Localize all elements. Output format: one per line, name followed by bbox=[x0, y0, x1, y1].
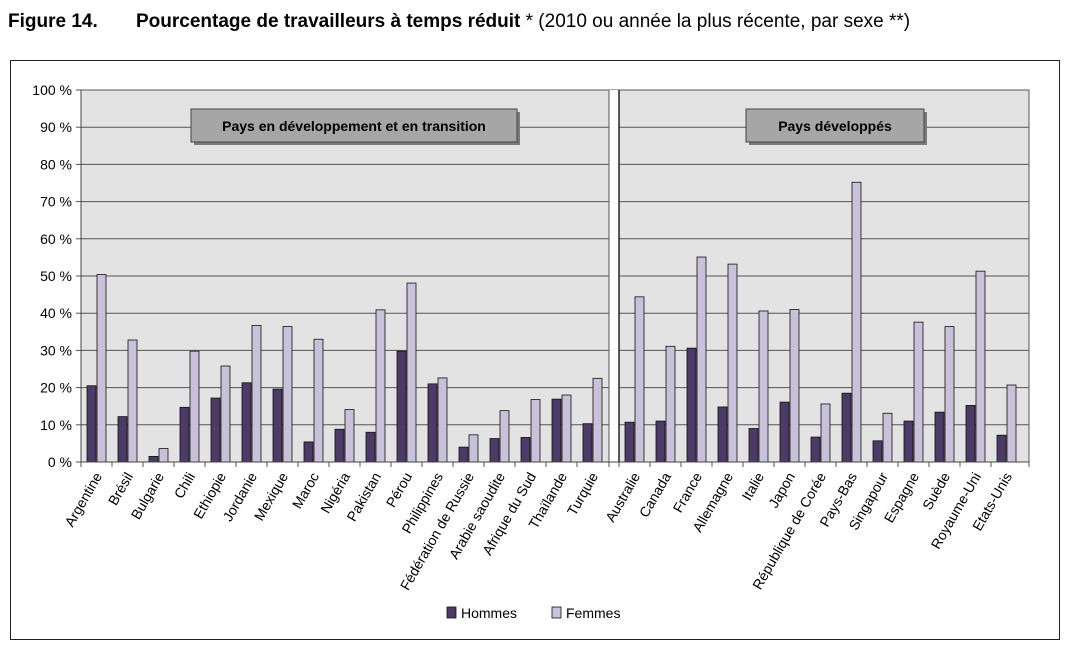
bar-hommes bbox=[996, 434, 1007, 463]
bar-femmes bbox=[696, 256, 707, 463]
bar-femmes bbox=[158, 448, 169, 463]
x-category-label: Japon bbox=[765, 470, 798, 511]
y-tick-label: 0 % bbox=[48, 454, 72, 470]
bar-hommes bbox=[148, 456, 159, 463]
bar-hommes bbox=[748, 428, 759, 463]
bar-hommes bbox=[934, 411, 945, 463]
panel-label-box bbox=[745, 108, 925, 143]
bar-hommes bbox=[624, 421, 635, 463]
y-tick-label: 60 % bbox=[40, 231, 72, 247]
bar-hommes bbox=[241, 382, 252, 463]
bar-hommes bbox=[303, 441, 314, 463]
bar-femmes bbox=[944, 326, 955, 463]
bar-femmes bbox=[530, 399, 541, 463]
legend-label: Femmes bbox=[566, 605, 620, 621]
x-category-label: Maroc bbox=[289, 470, 322, 512]
bar-femmes bbox=[437, 377, 448, 463]
bar-femmes bbox=[313, 338, 324, 463]
x-category-label: Turquie bbox=[564, 469, 601, 518]
y-tick-label: 70 % bbox=[40, 194, 72, 210]
figure-header: Figure 14. Pourcentage de travailleurs à … bbox=[8, 10, 910, 34]
bar-femmes bbox=[375, 309, 386, 463]
bar-hommes bbox=[86, 385, 97, 463]
panel-gap bbox=[609, 90, 619, 462]
y-tick-label: 90 % bbox=[40, 119, 72, 135]
bar-hommes bbox=[582, 423, 593, 463]
bar-hommes bbox=[272, 388, 283, 463]
bar-hommes bbox=[458, 446, 469, 463]
bar-femmes bbox=[820, 403, 831, 463]
panel-label-box bbox=[190, 108, 518, 143]
figure-title: Pourcentage de travailleurs à temps rédu… bbox=[136, 11, 521, 32]
y-tick-label: 20 % bbox=[40, 380, 72, 396]
bar-femmes bbox=[127, 339, 138, 463]
bar-hommes bbox=[655, 420, 666, 463]
bar-femmes bbox=[499, 410, 510, 463]
y-tick-label: 10 % bbox=[40, 417, 72, 433]
bar-hommes bbox=[179, 406, 190, 463]
bar-hommes bbox=[965, 405, 976, 463]
bar-femmes bbox=[561, 394, 572, 463]
bar-hommes bbox=[779, 401, 790, 463]
bar-hommes bbox=[520, 437, 531, 463]
y-tick-label: 50 % bbox=[40, 268, 72, 284]
bar-hommes bbox=[841, 392, 852, 463]
bar-femmes bbox=[1006, 384, 1017, 463]
bar-femmes bbox=[665, 345, 676, 463]
x-category-label: Pérou bbox=[383, 470, 416, 510]
bar-hommes bbox=[334, 428, 345, 463]
bar-hommes bbox=[396, 350, 407, 463]
bar-hommes bbox=[903, 420, 914, 463]
x-category-label: Brésil bbox=[105, 470, 136, 508]
bar-femmes bbox=[789, 309, 800, 463]
legend-swatch bbox=[551, 606, 562, 619]
bar-femmes bbox=[592, 377, 603, 463]
panel-label: Pays développés bbox=[778, 118, 892, 134]
bar-hommes bbox=[810, 436, 821, 463]
figure-number: Figure 14. bbox=[8, 11, 98, 32]
y-tick-label: 80 % bbox=[40, 156, 72, 172]
bar-hommes bbox=[489, 438, 500, 463]
legend-label: Hommes bbox=[461, 605, 517, 621]
bar-hommes bbox=[365, 431, 376, 463]
bar-hommes bbox=[717, 406, 728, 463]
x-category-label: Italie bbox=[738, 469, 767, 503]
y-tick-label: 40 % bbox=[40, 305, 72, 321]
bar-femmes bbox=[913, 321, 924, 463]
bar-hommes bbox=[117, 416, 128, 463]
bar-femmes bbox=[727, 263, 738, 463]
bar-hommes bbox=[551, 398, 562, 463]
bar-femmes bbox=[634, 296, 645, 463]
bar-hommes bbox=[686, 347, 697, 463]
bar-femmes bbox=[468, 434, 479, 463]
bar-femmes bbox=[406, 282, 417, 463]
bar-femmes bbox=[282, 326, 293, 463]
bar-hommes bbox=[427, 383, 438, 463]
legend-swatch bbox=[446, 606, 457, 619]
bar-femmes bbox=[851, 181, 862, 463]
bar-femmes bbox=[975, 270, 986, 463]
bar-femmes bbox=[758, 310, 769, 463]
bar-femmes bbox=[344, 409, 355, 463]
bar-femmes bbox=[251, 325, 262, 463]
panel-label: Pays en développement et en transition bbox=[222, 118, 486, 134]
bar-femmes bbox=[220, 365, 231, 463]
x-category-label: Australie bbox=[602, 469, 643, 524]
y-tick-label: 30 % bbox=[40, 342, 72, 358]
bar-femmes bbox=[189, 350, 200, 463]
bar-hommes bbox=[872, 440, 883, 463]
figure-subtitle: * (2010 ou année la plus récente, par se… bbox=[520, 11, 911, 32]
bar-femmes bbox=[96, 274, 107, 463]
bar-hommes bbox=[210, 397, 221, 463]
x-category-label: Chili bbox=[171, 470, 198, 502]
y-tick-label: 100 % bbox=[32, 82, 72, 98]
bar-femmes bbox=[882, 412, 893, 463]
x-category-label: Argentine bbox=[61, 469, 105, 529]
